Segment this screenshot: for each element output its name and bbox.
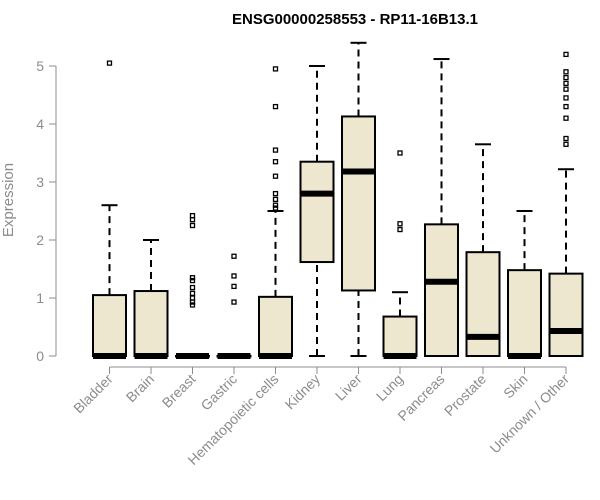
outlier-point [272, 66, 279, 72]
outlier-point [231, 273, 237, 279]
outlier-point [563, 51, 569, 58]
outlier-point [563, 80, 569, 87]
y-tick-label: 5 [36, 58, 44, 74]
outlier-point [272, 173, 279, 179]
outlier-point [272, 103, 279, 110]
box-pancreas [424, 58, 459, 357]
outlier-point [272, 147, 279, 153]
x-tick-label: Kidney [282, 371, 324, 413]
y-tick-label: 2 [36, 232, 44, 248]
outlier-point [397, 226, 403, 233]
outlier-point [563, 95, 569, 101]
box-lung [382, 150, 418, 359]
box-hematopoietic-cells [258, 66, 293, 359]
box-body [424, 223, 459, 357]
box-body [258, 295, 293, 357]
box-unknown-other [548, 51, 584, 358]
x-tick-label: Brain [123, 371, 157, 405]
x-tick-label: Liver [332, 371, 365, 404]
outlier-point [397, 150, 403, 156]
box-body [382, 315, 418, 357]
x-tick-label: Unknown / Other [487, 371, 573, 457]
outlier-point [272, 159, 279, 165]
box-liver [341, 41, 376, 357]
box-body [133, 290, 169, 358]
outlier-point [189, 217, 196, 223]
box-breast [175, 212, 210, 359]
outlier-point [272, 205, 279, 211]
box-body [465, 251, 501, 357]
box-body [507, 269, 542, 357]
y-tick-label: 0 [36, 348, 44, 364]
y-tick-label: 3 [36, 174, 44, 190]
box-brain [133, 239, 169, 359]
outlier-point [563, 86, 569, 92]
outlier-point [272, 190, 279, 197]
outlier-point [189, 302, 196, 308]
outlier-point [563, 69, 569, 75]
boxes-group [92, 41, 584, 359]
box-body [92, 294, 127, 358]
outlier-point [563, 135, 569, 142]
box-body [548, 272, 584, 358]
box-prostate [465, 143, 501, 357]
outlier-point [189, 295, 196, 301]
x-tick-label: Skin [500, 371, 531, 402]
y-tick-label: 4 [36, 116, 44, 132]
x-tick-label: Bladder [70, 371, 116, 417]
outlier-point [189, 277, 196, 284]
box-gastric [216, 253, 252, 359]
x-tick-label: Breast [159, 371, 199, 411]
y-tick-label: 1 [36, 290, 44, 306]
x-tick-label: Lung [373, 371, 406, 404]
box-kidney [299, 65, 335, 357]
outlier-point [231, 283, 237, 290]
box-body [299, 160, 335, 264]
y-axis-label: Expression [0, 163, 17, 237]
outlier-point [231, 299, 237, 305]
outlier-point [397, 221, 403, 227]
outlier-point [272, 196, 279, 203]
outlier-point [563, 74, 569, 81]
outlier-point [189, 212, 196, 219]
outlier-point [189, 290, 196, 297]
outlier-point [189, 299, 196, 305]
box-body [341, 115, 376, 292]
outlier-point [563, 141, 569, 147]
box-skin [507, 210, 542, 359]
outlier-point [189, 275, 196, 281]
y-axis: 0 1 2 3 4 5 [36, 58, 57, 364]
chart-title: ENSG00000258553 - RP11-16B13.1 [232, 11, 478, 28]
outlier-point [231, 253, 237, 259]
outlier-point [106, 60, 113, 66]
outlier-point [563, 103, 569, 110]
outlier-point [272, 202, 279, 208]
box-bladder [92, 60, 127, 359]
outlier-point [189, 284, 196, 291]
x-tick-label: Prostate [441, 371, 489, 419]
outlier-point [189, 222, 196, 229]
outlier-point [563, 115, 569, 121]
